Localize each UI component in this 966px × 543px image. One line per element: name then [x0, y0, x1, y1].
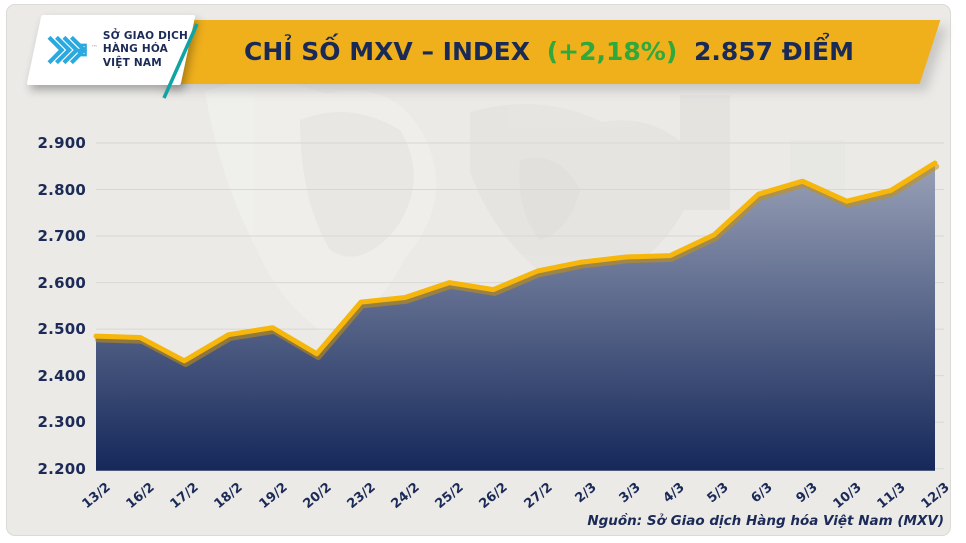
y-axis-label: 2.600 [37, 273, 86, 292]
logo-line-2: HÀNG HÓA [102, 43, 168, 56]
index-area-fill [96, 163, 935, 471]
y-axis-label: 2.300 [37, 413, 86, 432]
mxv-chevrons-icon [47, 35, 88, 65]
source-caption: Nguồn: Sở Giao dịch Hàng hóa Việt Nam (M… [587, 513, 944, 529]
title-main: CHỈ SỐ MXV – INDEX [244, 37, 530, 66]
y-axis-label: 2.500 [37, 320, 86, 339]
chart-title: CHỈ SỐ MXV – INDEX (+2,18%) 2.857 ĐIỂM [168, 20, 930, 84]
y-axis-label: 2.400 [37, 366, 86, 385]
title-banner: CHỈ SỐ MXV – INDEX (+2,18%) 2.857 ĐIỂM [157, 20, 941, 84]
logo-line-1: SỞ GIAO DỊCH [102, 29, 188, 42]
logo-line-3: VIỆT NAM [102, 56, 162, 69]
y-axis-label: 2.700 [37, 227, 86, 246]
trademark-symbol: ™ [90, 44, 98, 52]
mxv-logo-content: ™ SỞ GIAO DỊCH HÀNG HÓA VIỆT NAM [34, 15, 188, 85]
index-line [93, 160, 938, 364]
mxv-logo: ™ SỞ GIAO DỊCH HÀNG HÓA VIỆT NAM [26, 15, 196, 85]
logo-wordmark: SỞ GIAO DỊCH HÀNG HÓA VIỆT NAM [103, 30, 188, 71]
title-change-percent: (+2,18%) [546, 37, 678, 66]
index-series [93, 160, 940, 471]
title-index-value: 2.857 ĐIỂM [693, 37, 854, 66]
y-axis-label: 2.800 [37, 180, 86, 199]
y-axis-label: 2.900 [37, 134, 86, 152]
index-line-shadow [94, 163, 940, 368]
y-axis-label: 2.200 [37, 459, 86, 478]
